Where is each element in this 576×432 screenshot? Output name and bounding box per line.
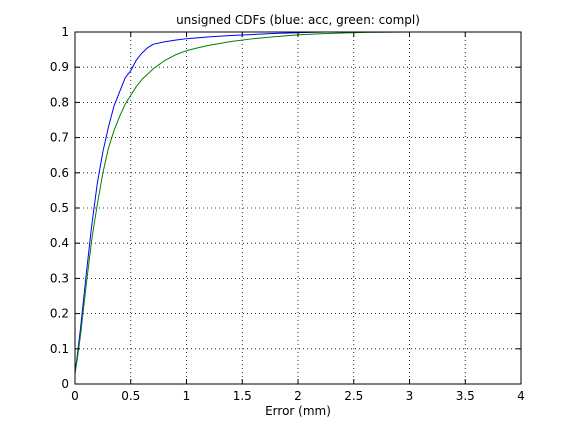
x-tick-label: 0.5: [121, 389, 140, 403]
y-tick-label: 0.5: [50, 201, 69, 215]
y-tick-label: 0.7: [50, 131, 69, 145]
y-tick-label: 0.6: [50, 166, 69, 180]
x-tick-label: 3.5: [456, 389, 475, 403]
y-tick-label: 0.2: [50, 307, 69, 321]
x-tick-label: 2.5: [344, 389, 363, 403]
x-axis-label: Error (mm): [265, 404, 331, 418]
x-tick-label: 4: [517, 389, 525, 403]
x-tick-label: 1: [183, 389, 191, 403]
x-tick-label: 1.5: [233, 389, 252, 403]
y-tick-label: 0: [61, 377, 69, 391]
axis-ticks: [74, 31, 522, 385]
grid-lines: [75, 32, 521, 384]
y-tick-label: 0.1: [50, 342, 69, 356]
y-tick-label: 0.3: [50, 271, 69, 285]
y-tick-label: 0.8: [50, 95, 69, 109]
chart-title: unsigned CDFs (blue: acc, green: compl): [176, 13, 420, 27]
y-tick-label: 0.4: [50, 236, 69, 250]
series-line-2: [74, 31, 521, 374]
series-line-1: [74, 31, 326, 374]
y-tick-label: 0.9: [50, 60, 69, 74]
x-tick-label: 3: [406, 389, 414, 403]
y-tick-label: 1: [61, 25, 69, 39]
x-tick-labels: 0 0.5 1 1.5 2 2.5 3 3.5 4: [71, 389, 525, 403]
y-tick-labels: 0 0.1 0.2 0.3 0.4 0.5 0.6 0.7 0.8 0.9 1: [50, 25, 69, 391]
x-tick-label: 2: [294, 389, 302, 403]
series-layer: [74, 31, 521, 374]
x-tick-label: 0: [71, 389, 79, 403]
